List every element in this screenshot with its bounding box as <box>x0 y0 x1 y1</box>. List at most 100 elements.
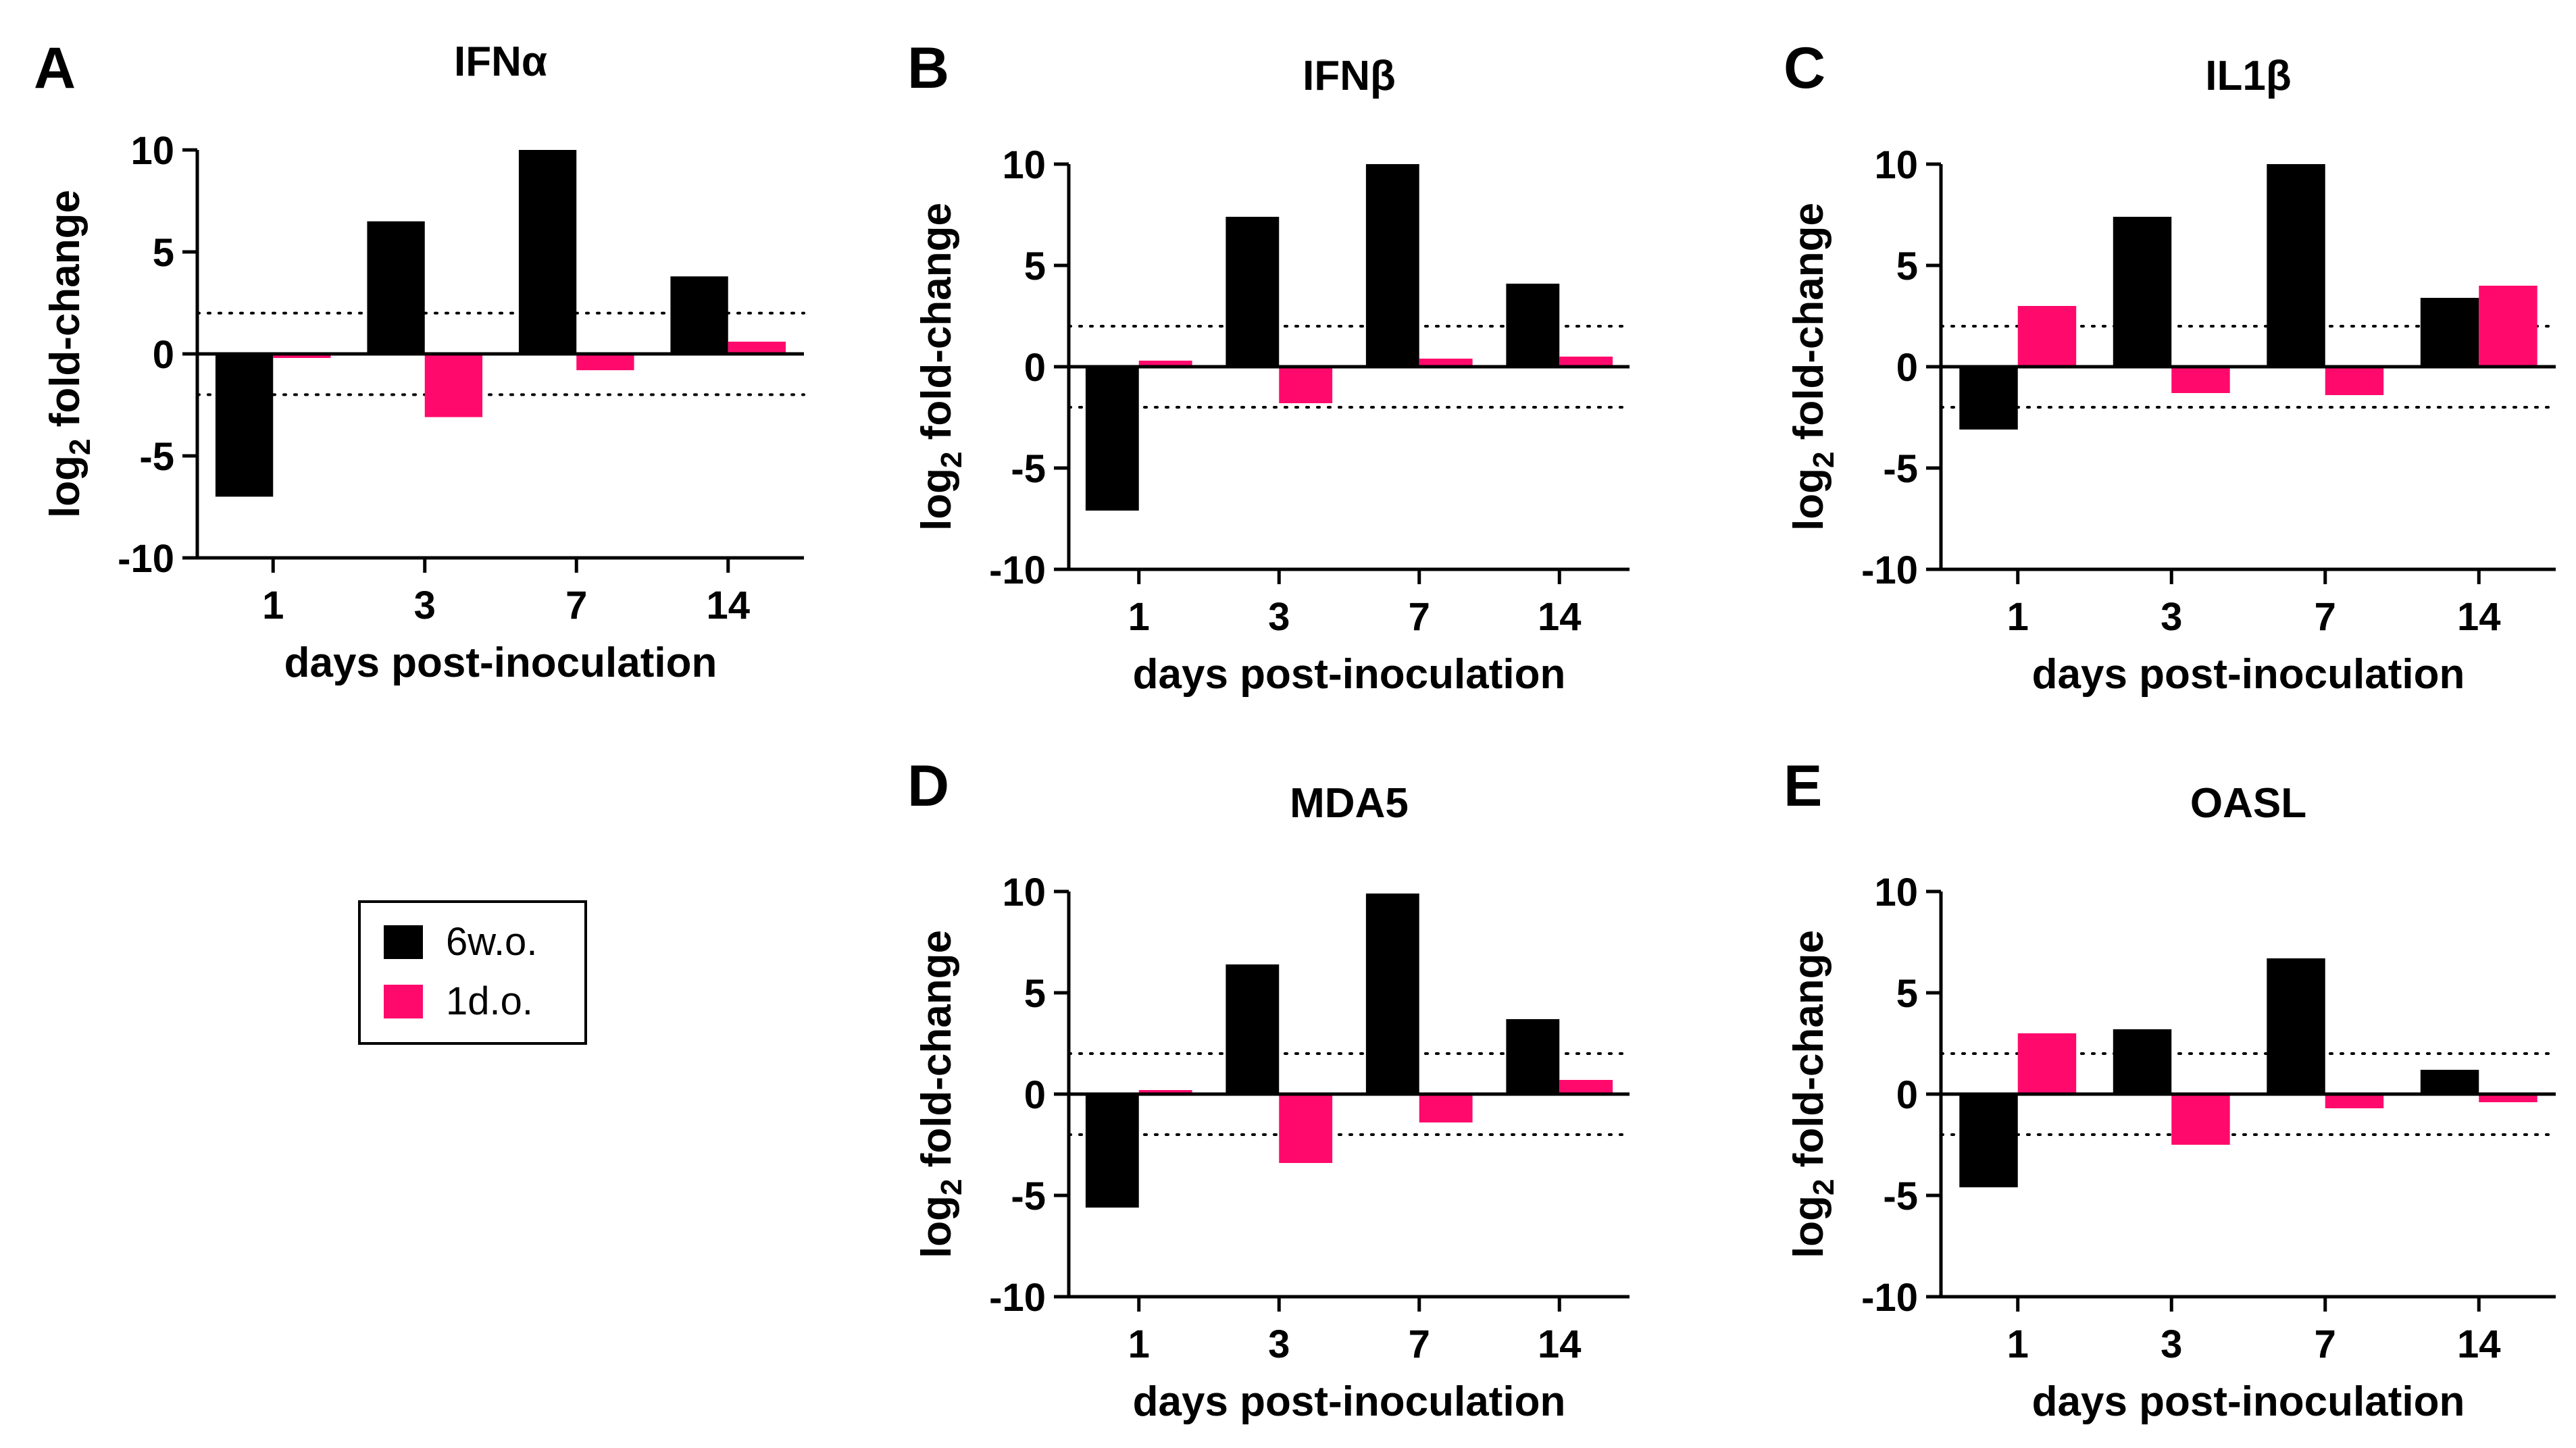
y-tick-label: -5 <box>1883 1174 1918 1218</box>
y-tick-label: 5 <box>1896 244 1918 288</box>
panel-letter: C <box>1784 36 1825 101</box>
y-axis-label-subscript: 2 <box>1807 452 1840 468</box>
y-axis-label: log2 fold-change <box>42 190 97 518</box>
y-axis-label-subscript: 2 <box>935 1179 968 1195</box>
y-axis-label-main: log <box>1786 1195 1832 1258</box>
y-axis-label-rest: fold-change <box>913 203 960 452</box>
x-axis-label: days post-inoculation <box>1133 1378 1566 1425</box>
y-tick-label: -10 <box>989 548 1046 592</box>
x-tick-label: 1 <box>1128 595 1150 639</box>
y-axis-label-subscript: 2 <box>1807 1179 1840 1195</box>
y-axis-label-main: log <box>913 468 960 531</box>
legend-label-1do: 1d.o. <box>446 979 533 1023</box>
bar-1do-day-1 <box>1138 1090 1192 1094</box>
panel-b: B IFNβ 1 3 7 14 10 5 0 -5 -10 days post-inoculation… <box>907 36 1631 698</box>
x-tick-label: 7 <box>1409 1322 1430 1366</box>
y-tick-label: 0 <box>1896 1073 1918 1117</box>
panel-d: D MDA5 1 3 7 14 10 5 0 -5 -10 days post-inoculation… <box>907 754 1631 1425</box>
bar-6wo-day-14 <box>1506 1019 1560 1094</box>
x-axis-label: days post-inoculation <box>284 640 717 686</box>
bar-1do-day-7 <box>2325 367 2384 395</box>
bar-6wo-day-1 <box>1959 1094 2018 1187</box>
y-axis-label: log2 fold-change <box>913 930 968 1258</box>
y-tick-label: -10 <box>118 537 174 581</box>
y-axis-label-subscript: 2 <box>64 439 97 455</box>
y-tick-label: 5 <box>1024 244 1046 288</box>
x-tick-label: 1 <box>1128 1322 1150 1366</box>
panel-letter: E <box>1784 754 1822 819</box>
bar-1do-day-1 <box>2017 306 2077 367</box>
bar-1do-day-1 <box>1138 361 1192 367</box>
bar-1do-day-14 <box>1559 1080 1613 1094</box>
y-axis-label-subscript: 2 <box>935 452 968 468</box>
panel-letter: D <box>907 754 949 819</box>
y-tick-label: 10 <box>1002 143 1046 187</box>
y-axis-label-rest: fold-change <box>42 190 89 439</box>
bar-6wo-day-1 <box>1085 1094 1139 1208</box>
x-tick-label: 14 <box>2457 1322 2501 1366</box>
panel-e: E OASL 1 3 7 14 10 5 0 -5 -10 days post-inoculation… <box>1784 754 2557 1425</box>
legend-swatch-1do <box>384 985 423 1018</box>
x-axis-label: days post-inoculation <box>2032 1378 2465 1425</box>
y-tick-label: 0 <box>1896 346 1918 390</box>
chart-title: MDA5 <box>1290 780 1409 827</box>
bar-6wo-day-14 <box>670 276 728 354</box>
bar-6wo-day-14 <box>2420 1070 2479 1094</box>
x-tick-label: 14 <box>1538 595 1582 639</box>
x-tick-label: 3 <box>414 584 436 627</box>
y-axis-label-main: log <box>913 1195 960 1258</box>
x-tick-label: 14 <box>706 584 750 627</box>
y-tick-label: 0 <box>1024 1073 1046 1117</box>
bar-1do-day-7 <box>576 354 634 371</box>
bar-6wo-day-7 <box>2267 164 2325 367</box>
x-tick-label: 1 <box>2007 595 2029 639</box>
bar-6wo-day-3 <box>2113 217 2172 367</box>
x-tick-label: 3 <box>2161 1322 2182 1366</box>
legend-label-6wo: 6w.o. <box>446 920 537 964</box>
x-tick-label: 7 <box>2315 595 2336 639</box>
bar-1do-day-1 <box>273 354 331 359</box>
panel-letter: A <box>34 36 76 101</box>
bar-1do-day-7 <box>1419 359 1473 367</box>
x-tick-label: 3 <box>1268 595 1290 639</box>
bar-6wo-day-3 <box>1226 217 1280 367</box>
x-tick-label: 14 <box>2457 595 2501 639</box>
y-axis-label-rest: fold-change <box>1786 930 1832 1179</box>
bar-1do-day-3 <box>1279 1094 1333 1163</box>
y-tick-label: -5 <box>1883 447 1918 491</box>
bar-1do-day-14 <box>1559 357 1613 367</box>
legend: 6w.o. 1d.o. <box>358 900 587 1045</box>
panel-a: A IFNα 1 3 7 14 10 5 0 -5 -10 days post-inoculation… <box>34 36 805 686</box>
y-axis-label-main: log <box>1786 468 1832 531</box>
y-axis-label: log2 fold-change <box>913 203 968 531</box>
y-tick-label: -5 <box>1011 447 1046 491</box>
y-axis-label-rest: fold-change <box>913 930 960 1179</box>
bar-1do-day-14 <box>2479 1094 2537 1102</box>
x-tick-label: 7 <box>2315 1322 2336 1366</box>
bar-1do-day-14 <box>728 341 786 354</box>
bar-1do-day-1 <box>2017 1033 2077 1094</box>
y-tick-label: 0 <box>1024 346 1046 390</box>
bar-6wo-day-1 <box>1085 367 1139 511</box>
y-axis-label-rest: fold-change <box>1786 203 1832 452</box>
bar-1do-day-3 <box>424 354 483 417</box>
x-axis-label: days post-inoculation <box>2032 651 2465 698</box>
y-tick-label: 10 <box>1874 871 1918 914</box>
y-tick-label: -5 <box>139 435 174 479</box>
bar-6wo-day-7 <box>1365 894 1419 1094</box>
bar-6wo-day-1 <box>215 354 274 497</box>
bar-6wo-day-1 <box>1959 367 2018 430</box>
y-tick-label: -5 <box>1011 1174 1046 1218</box>
bar-1do-day-7 <box>2325 1094 2384 1108</box>
x-tick-label: 1 <box>2007 1322 2029 1366</box>
y-tick-label: 10 <box>130 129 174 173</box>
x-tick-label: 7 <box>1409 595 1430 639</box>
y-tick-label: 10 <box>1002 871 1046 914</box>
x-axis-label: days post-inoculation <box>1133 651 1566 698</box>
x-tick-label: 3 <box>2161 595 2182 639</box>
y-tick-label: -10 <box>989 1276 1046 1320</box>
bar-6wo-day-14 <box>2420 298 2479 367</box>
y-tick-label: 10 <box>1874 143 1918 187</box>
y-axis-label: log2 fold-change <box>1786 203 1840 531</box>
